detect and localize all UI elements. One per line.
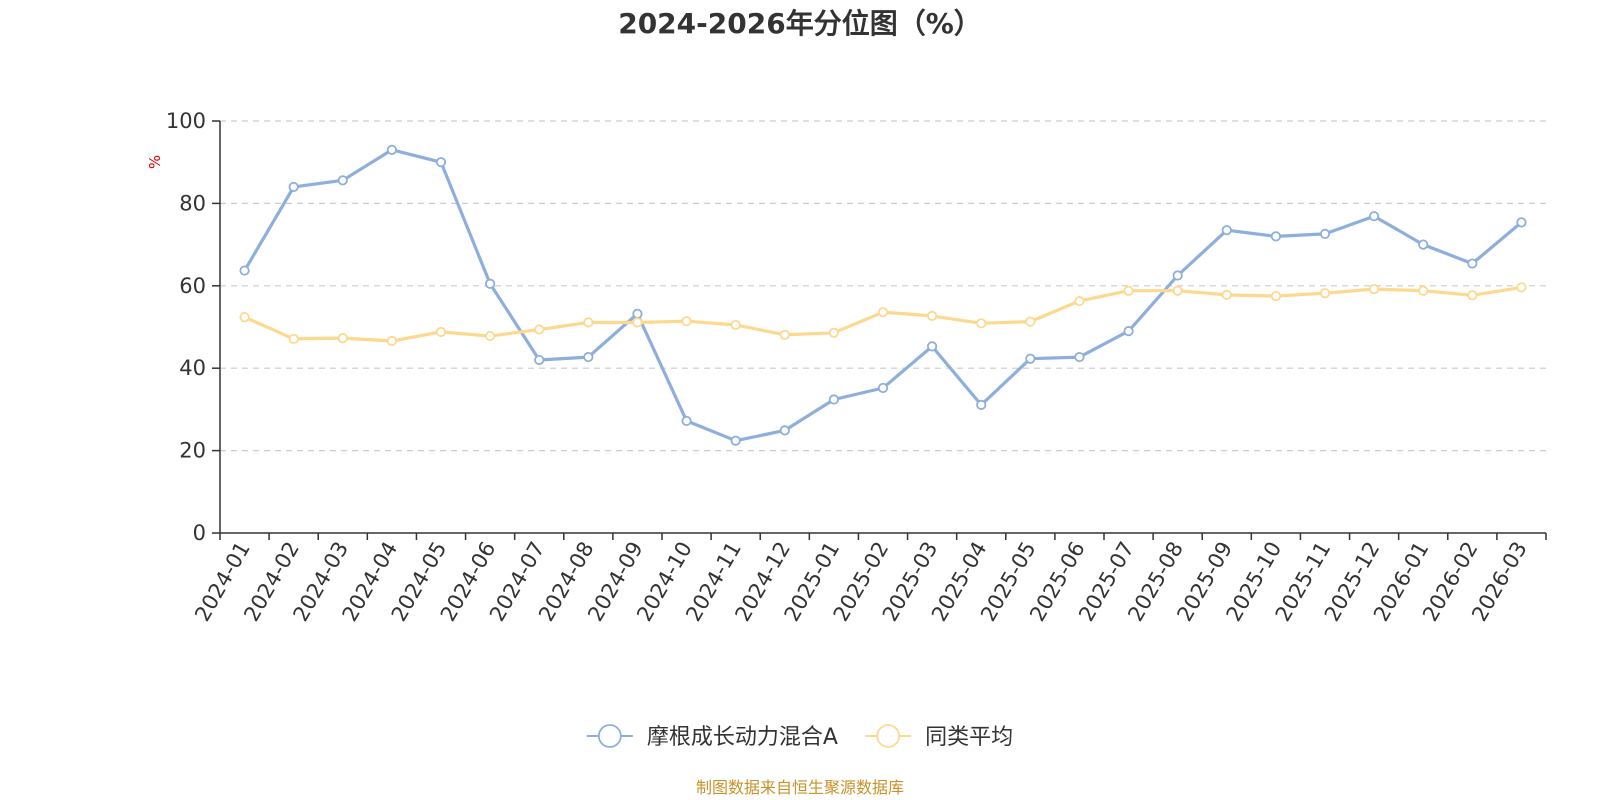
y-axis-unit-label: % — [146, 155, 164, 169]
data-point — [1418, 285, 1429, 296]
y-tick-label: 60 — [179, 274, 206, 298]
data-point — [239, 265, 250, 276]
series-1 — [239, 144, 1527, 446]
data-point — [386, 144, 397, 155]
data-point — [1270, 290, 1281, 302]
data-point — [632, 317, 643, 328]
data-point — [1123, 285, 1134, 296]
data-point — [1319, 288, 1331, 299]
data-point — [435, 157, 447, 168]
y-axis-ticks: 0 20 40 60 80 100 — [166, 109, 220, 545]
data-point — [1516, 282, 1527, 293]
data-point — [485, 330, 496, 342]
grid-lines — [220, 120, 1546, 452]
data-point — [1123, 326, 1134, 337]
legend-item-2[interactable]: 同类平均 — [865, 724, 1013, 750]
legend-swatch-marker — [597, 724, 622, 748]
series-line — [243, 148, 1524, 443]
data-point — [337, 175, 348, 186]
data-point — [583, 351, 594, 363]
chart-title: 2024-2026年分位图（%） — [618, 7, 982, 40]
data-point — [288, 333, 299, 345]
y-tick-label: 0 — [193, 521, 206, 545]
data-point — [435, 326, 447, 338]
data-point — [1516, 217, 1527, 228]
legend[interactable]: 摩根成长动力混合A 同类平均 — [586, 724, 1013, 750]
series-2 — [239, 282, 1527, 347]
data-point — [1172, 285, 1183, 296]
data-point — [730, 435, 741, 446]
data-point — [337, 333, 348, 344]
data-point — [779, 329, 790, 340]
data-point — [1074, 295, 1085, 307]
data-point — [1369, 283, 1380, 295]
data-point — [1418, 239, 1429, 250]
data-point — [583, 317, 594, 328]
data-point — [1221, 225, 1232, 236]
data-point — [927, 341, 938, 352]
data-point — [828, 394, 839, 405]
data-point — [386, 335, 397, 347]
data-point — [681, 415, 692, 427]
data-point — [1270, 231, 1281, 242]
data-point — [1025, 353, 1036, 364]
data-point — [1221, 289, 1232, 300]
data-point — [485, 278, 496, 289]
legend-swatch-marker — [876, 724, 901, 748]
data-point — [681, 316, 692, 327]
data-point — [927, 310, 938, 321]
data-point — [1369, 211, 1380, 222]
data-point — [877, 307, 889, 318]
data-point — [534, 324, 545, 335]
data-point — [1467, 290, 1478, 301]
x-axis-ticks: 2024-012024-022024-032024-042024-052024-… — [190, 533, 1547, 625]
data-point — [1074, 351, 1085, 363]
data-point — [1025, 316, 1036, 327]
data-point — [1467, 258, 1478, 269]
data-point — [1172, 270, 1183, 281]
source-note: 制图数据来自恒生聚源数据库 — [696, 778, 904, 797]
data-point — [1319, 228, 1331, 239]
legend-label: 同类平均 — [925, 725, 1013, 750]
y-tick-label: 40 — [179, 356, 206, 380]
axes — [219, 121, 1546, 534]
data-point — [239, 312, 250, 323]
y-tick-label: 100 — [166, 109, 206, 133]
legend-item-1[interactable]: 摩根成长动力混合A — [586, 724, 838, 750]
series-layer — [239, 144, 1527, 446]
data-point — [976, 399, 987, 410]
legend-label: 摩根成长动力混合A — [647, 725, 838, 750]
data-point — [288, 181, 299, 193]
data-point — [730, 319, 741, 331]
data-point — [632, 308, 643, 319]
data-point — [877, 382, 889, 394]
data-point — [534, 354, 545, 366]
data-point — [976, 318, 987, 329]
data-point — [828, 327, 839, 338]
data-point — [779, 425, 790, 436]
y-tick-label: 20 — [179, 439, 206, 463]
y-tick-label: 80 — [179, 191, 206, 215]
